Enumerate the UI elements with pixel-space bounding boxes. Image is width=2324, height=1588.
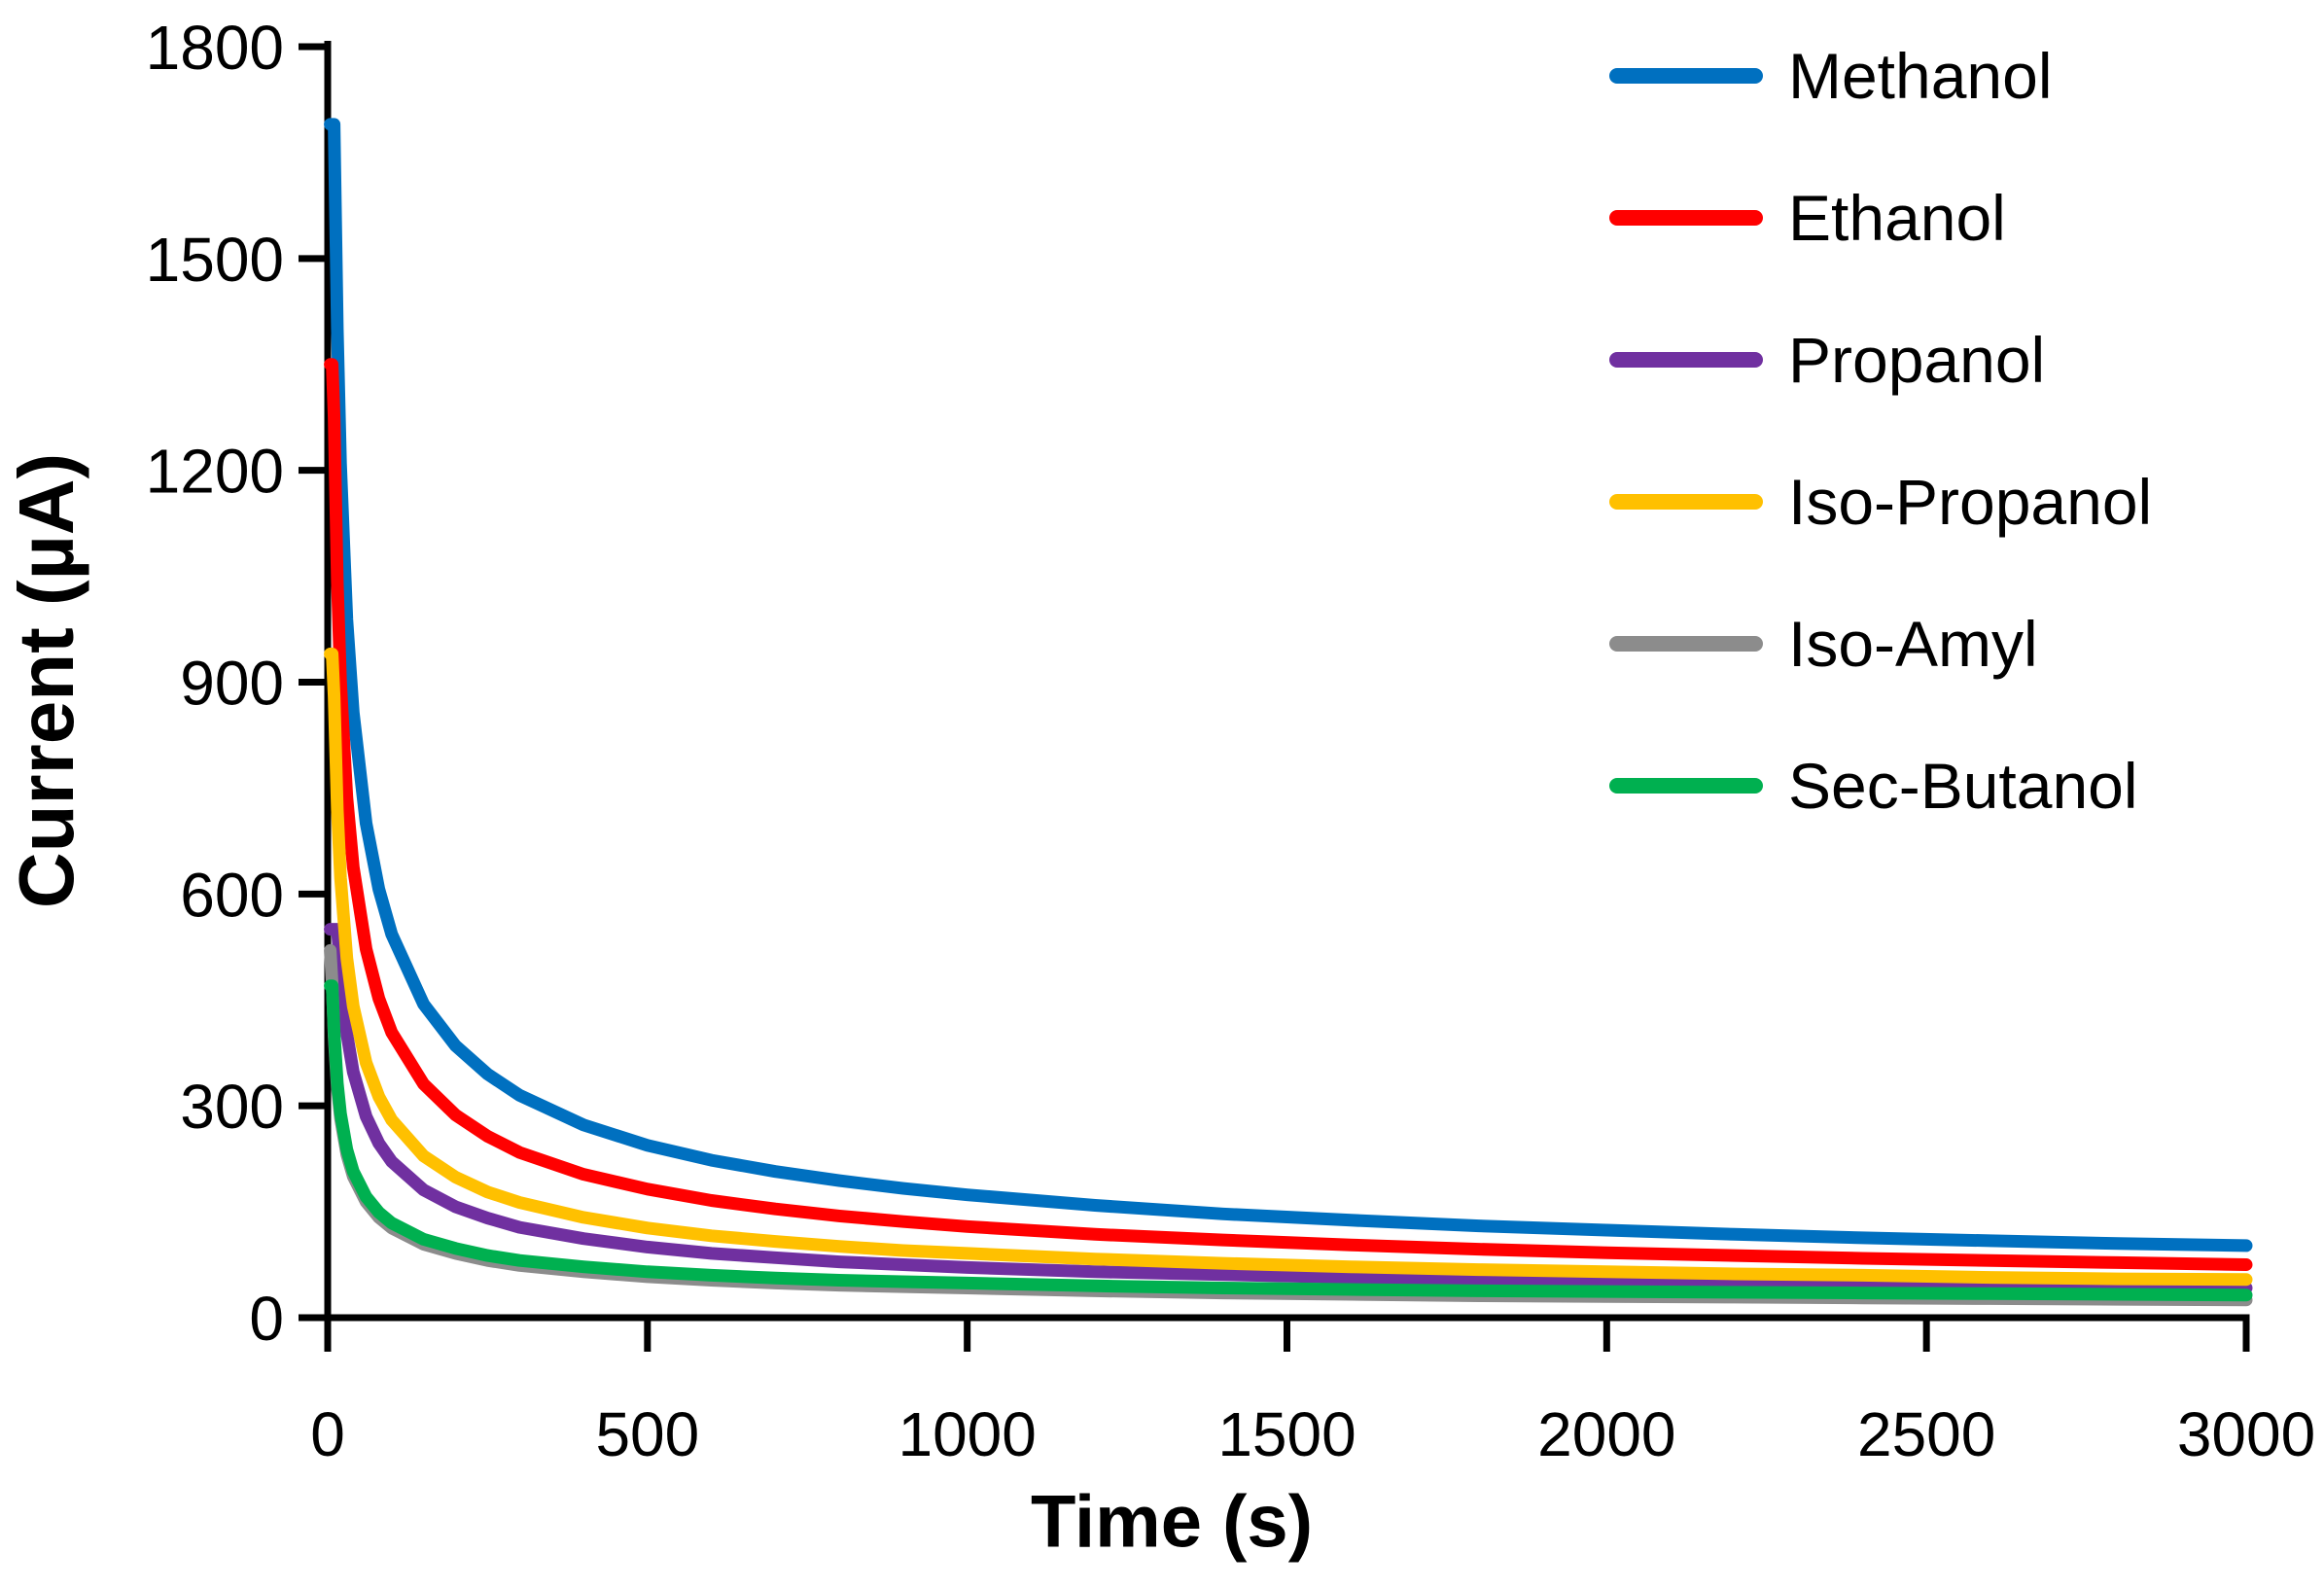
y-tick-label: 1800 — [146, 13, 284, 83]
legend-item-methanol: Methanol — [1609, 35, 2152, 117]
legend: Methanol Ethanol Propanol Iso-Propanol I… — [1609, 35, 2152, 887]
x-axis-title: Time (s) — [1030, 1480, 1314, 1564]
legend-item-ethanol: Ethanol — [1609, 177, 2152, 259]
y-tick-label: 600 — [180, 860, 284, 930]
legend-line-swatch — [1609, 778, 1763, 794]
y-tick-label: 900 — [180, 649, 284, 719]
legend-label: Propanol — [1788, 324, 2046, 396]
x-tick-label: 0 — [310, 1399, 345, 1469]
legend-item-iso-propanol: Iso-Propanol — [1609, 461, 2152, 543]
legend-label: Sec-Butanol — [1788, 750, 2138, 822]
series-line-iso-propanol — [324, 648, 2253, 1287]
x-tick-label: 2000 — [1537, 1399, 1675, 1469]
legend-label: Methanol — [1788, 40, 2053, 112]
x-tick-label: 1000 — [898, 1399, 1036, 1469]
series-line-sec-butanol — [324, 979, 2253, 1302]
y-tick-label: 0 — [249, 1284, 284, 1354]
x-tick-label: 1500 — [1217, 1399, 1356, 1469]
x-tick-label: 500 — [595, 1399, 699, 1469]
legend-item-propanol: Propanol — [1609, 319, 2152, 401]
legend-line-swatch — [1609, 352, 1763, 368]
series-line-ethanol — [324, 358, 2253, 1271]
x-tick-label: 3000 — [2177, 1399, 2315, 1469]
legend-line-swatch — [1609, 68, 1763, 84]
legend-item-sec-butanol: Sec-Butanol — [1609, 745, 2152, 827]
legend-line-swatch — [1609, 494, 1763, 510]
legend-label: Ethanol — [1788, 182, 2006, 254]
series-line-propanol — [324, 923, 2253, 1294]
legend-label: Iso-Propanol — [1788, 466, 2153, 538]
x-tick-label: 2500 — [1857, 1399, 1995, 1469]
legend-item-iso-amyl: Iso-Amyl — [1609, 603, 2152, 685]
legend-line-swatch — [1609, 636, 1763, 652]
y-tick-label: 300 — [180, 1072, 284, 1142]
y-tick-label: 1200 — [146, 437, 284, 507]
legend-label: Iso-Amyl — [1788, 608, 2038, 680]
y-axis-title: Current (µA) — [3, 452, 89, 909]
legend-line-swatch — [1609, 210, 1763, 226]
series-line-methanol — [324, 118, 2253, 1253]
y-tick-label: 1500 — [146, 225, 284, 295]
